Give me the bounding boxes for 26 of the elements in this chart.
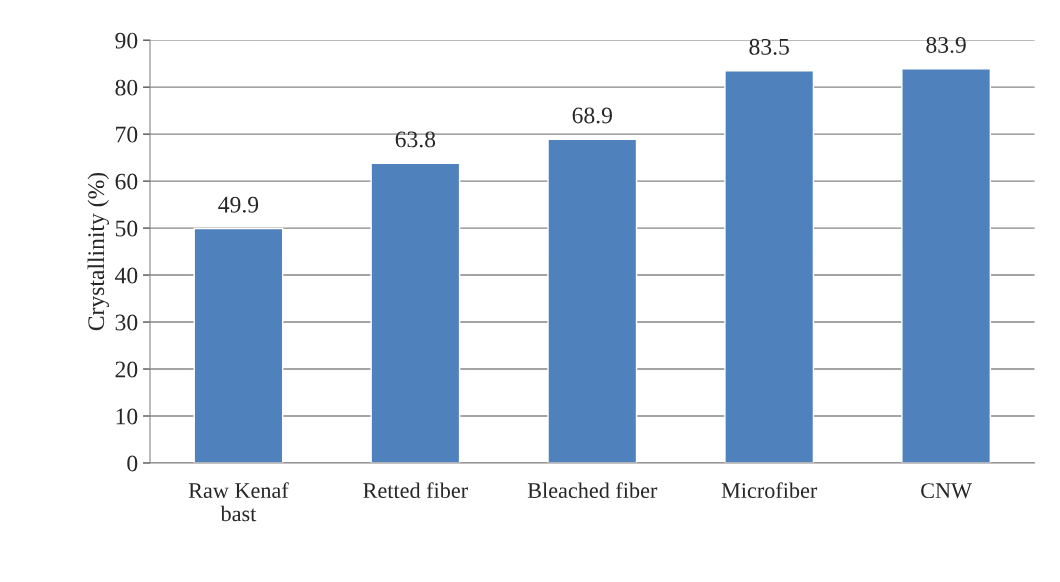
y-tick-label: 90 [115, 32, 138, 49]
y-tick-label: 50 [115, 220, 138, 237]
bar [370, 162, 461, 463]
y-tick-label: 80 [115, 79, 138, 96]
y-tick-label: 30 [115, 314, 138, 331]
x-tick-label: Microfiber [721, 482, 818, 499]
y-axis-title: Crystallinity (%) [87, 172, 110, 331]
x-tick-label: Bleached fiber [527, 482, 658, 499]
data-label: 83.5 [749, 38, 789, 55]
y-tick-label: 10 [116, 408, 138, 425]
y-tick-label: 20 [115, 361, 138, 378]
x-tick-label: Retted fiber [363, 482, 468, 499]
x-tick-label: CNW [921, 483, 972, 499]
bar [193, 227, 284, 463]
x-tick-label: Raw Kenaf bast [188, 482, 289, 522]
data-label: 49.9 [218, 196, 259, 213]
data-label: 83.9 [926, 36, 966, 54]
y-tick-label: 40 [115, 267, 138, 284]
bar [547, 138, 638, 463]
y-tick-label: 60 [115, 173, 138, 190]
bar [724, 70, 815, 463]
data-label: 63.8 [395, 131, 436, 148]
data-label: 68.9 [572, 107, 612, 124]
y-tick-label: 0 [127, 455, 138, 472]
bar [901, 68, 992, 463]
y-tick-label: 70 [116, 126, 138, 143]
